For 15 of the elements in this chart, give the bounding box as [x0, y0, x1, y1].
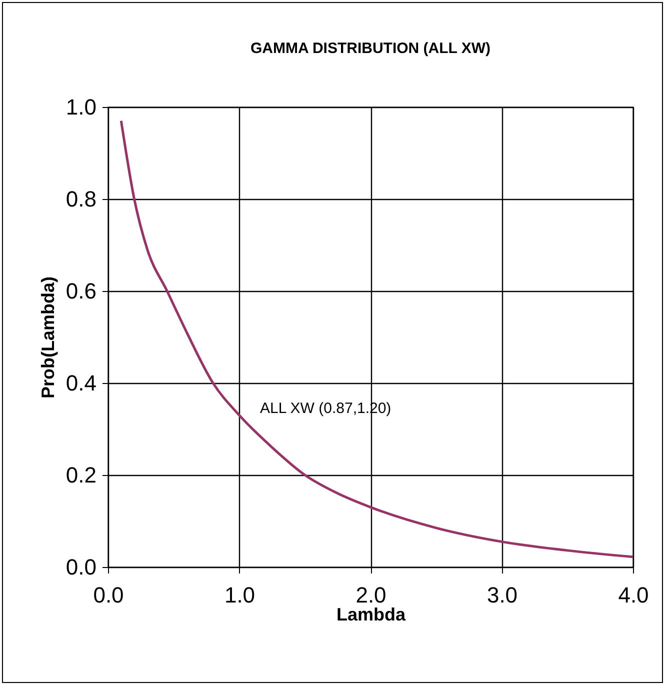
- y-tick-label: 0.8: [66, 186, 96, 212]
- y-tick-label: 0.2: [66, 462, 96, 488]
- y-tick-label: 0.4: [66, 370, 96, 396]
- y-axis-title: Prob(Lambda): [38, 276, 58, 399]
- x-axis-title: Lambda: [336, 604, 406, 624]
- x-tick-label: 1.0: [224, 582, 256, 608]
- y-tick-label: 0.6: [66, 278, 96, 304]
- y-tick-label: 0.0: [66, 554, 96, 580]
- x-tick-label: 4.0: [618, 582, 649, 608]
- x-tick-label: 3.0: [486, 582, 518, 608]
- x-tick-label: 0.0: [93, 582, 124, 608]
- y-tick-label: 1.0: [66, 94, 96, 120]
- x-tick-label: 2.0: [356, 582, 386, 608]
- chart-title: GAMMA DISTRIBUTION (ALL XW): [250, 40, 490, 57]
- line-series: [120, 120, 633, 558]
